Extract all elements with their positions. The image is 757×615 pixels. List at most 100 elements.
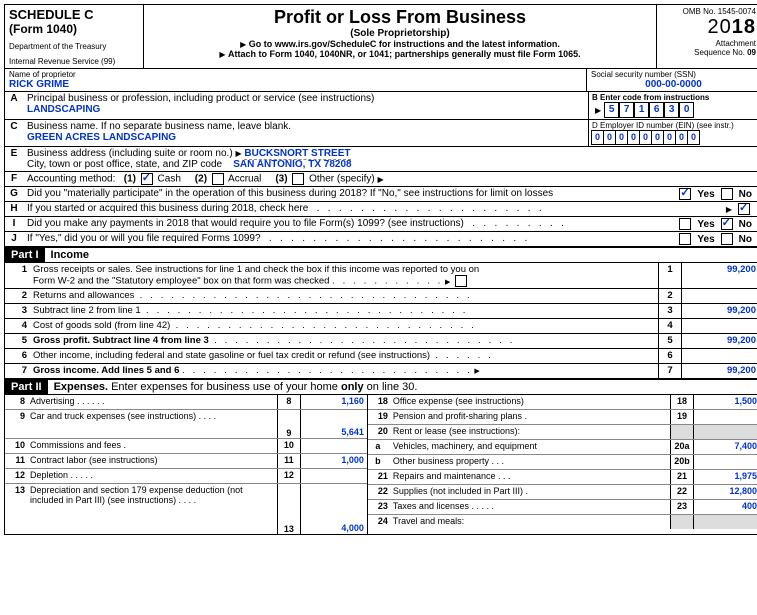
line-A-label: Principal business or profession, includ… <box>27 93 374 104</box>
part1-header: Part I Income <box>4 247 757 263</box>
header-right: OMB No. 1545-0074 2018 Attachment Sequen… <box>657 5 757 68</box>
exp-line-20a: a Vehicles, machinery, and equipment 20a… <box>368 440 757 455</box>
exp-22-amount: 12,800 <box>694 485 757 499</box>
checkbox-other[interactable] <box>292 173 304 185</box>
checkbox-I-no[interactable] <box>721 218 733 230</box>
line-G-label: Did you "materially participate" in the … <box>27 188 553 200</box>
checkbox-line1[interactable] <box>455 275 467 287</box>
line-4: 4 Cost of goods sold (from line 42) . . … <box>4 319 757 334</box>
letter-E: E <box>5 147 23 171</box>
exp-line-18: 18 Office expense (see instructions) 18 … <box>368 395 757 410</box>
line-1-amount: 99,200 <box>682 263 757 288</box>
goto-line1: Go to www.irs.gov/ScheduleC for instruct… <box>146 39 654 49</box>
form-label: (Form 1040) <box>9 22 139 36</box>
sequence-number: Sequence No. 09 <box>661 48 756 57</box>
exp-line-21: 21 Repairs and maintenance . . . 21 1,97… <box>368 470 757 485</box>
code-digit: 0 <box>679 102 694 118</box>
letter-I: I <box>5 217 23 231</box>
exp-20b-amount <box>694 455 757 469</box>
exp-18-amount: 1,500 <box>694 395 757 409</box>
line-C: C Business name. If no separate business… <box>4 120 757 147</box>
line-J-label: If "Yes," did you or will you file requi… <box>27 233 261 244</box>
letter-F: F <box>5 172 23 186</box>
line-A-value: LANDSCAPING <box>27 104 100 115</box>
exp-9-amount: 5,641 <box>301 410 367 438</box>
expenses-left: 8 Advertising . . . . . . 8 1,160 9 Car … <box>5 395 367 534</box>
line-E-label1: Business address (including suite or roo… <box>27 148 233 159</box>
line-3: 3 Subtract line 2 from line 1 . . . . . … <box>4 304 757 319</box>
code-digit: 3 <box>664 102 679 118</box>
line-7: 7 Gross income. Add lines 5 and 6 . . . … <box>4 364 757 379</box>
exp-line-19: 19 Pension and profit-sharing plans . 19 <box>368 410 757 425</box>
line-I: I Did you make any payments in 2018 that… <box>4 217 757 232</box>
exp-11-amount: 1,000 <box>301 454 367 468</box>
name-label: Name of proprietor <box>9 70 582 79</box>
part1-bar: Part I <box>5 248 45 262</box>
line-1-num: 1 <box>5 263 31 288</box>
line-5: 5 Gross profit. Subtract line 4 from lin… <box>4 334 757 349</box>
header-left: SCHEDULE C (Form 1040) Department of the… <box>5 5 144 68</box>
exp-20a-amount: 7,400 <box>694 440 757 454</box>
ssn-value: 000-00-0000 <box>591 79 756 90</box>
line-A: A Principal business or profession, incl… <box>4 92 757 120</box>
checkbox-H[interactable] <box>738 203 750 215</box>
part2-header: Part II Expenses. Enter expenses for bus… <box>4 379 757 395</box>
line-4-amount <box>682 319 757 333</box>
exp-10-amount <box>301 439 367 453</box>
line-F-label: Accounting method: <box>27 174 115 185</box>
goto-line2: Attach to Form 1040, 1040NR, or 1041; pa… <box>146 49 654 59</box>
schedule-label: SCHEDULE C <box>9 7 139 22</box>
line-B-label: B Enter code from instructions <box>592 93 757 102</box>
code-digit: 5 <box>604 102 619 118</box>
checkbox-cash[interactable] <box>141 173 153 185</box>
line-C-content: Business name. If no separate business n… <box>23 120 588 146</box>
checkbox-J-no[interactable] <box>721 233 733 245</box>
ssn-label: Social security number (SSN) <box>591 70 756 79</box>
line-C-label: Business name. If no separate business n… <box>27 121 291 132</box>
line-1-desc: Gross receipts or sales. See instruction… <box>31 263 658 288</box>
line-7-amount: 99,200 <box>682 364 757 378</box>
omb-number: OMB No. 1545-0074 <box>661 7 756 16</box>
checkbox-G-no[interactable] <box>721 188 733 200</box>
line-2-amount <box>682 289 757 303</box>
line-1: 1 Gross receipts or sales. See instructi… <box>4 263 757 289</box>
checkbox-G-yes[interactable] <box>679 188 691 200</box>
proprietor-name: RICK GRIME <box>9 79 582 90</box>
line-G: G Did you "materially participate" in th… <box>4 187 757 202</box>
triangle-icon <box>472 365 479 376</box>
line-J: J If "Yes," did you or will you file req… <box>4 232 757 247</box>
exp-13-amount: 4,000 <box>301 484 367 534</box>
line-I-label: Did you make any payments in 2018 that w… <box>27 218 464 229</box>
line-I-content: Did you make any payments in 2018 that w… <box>23 217 757 231</box>
name-ssn-row: Name of proprietor RICK GRIME Social sec… <box>4 68 757 92</box>
checkbox-I-yes[interactable] <box>679 218 691 230</box>
line-A-content: Principal business or profession, includ… <box>23 92 588 119</box>
exp-line-10: 10 Commissions and fees . 10 <box>5 439 367 454</box>
line-H: H If you started or acquired this busine… <box>4 202 757 217</box>
line-F: F Accounting method: (1) Cash (2) Accrua… <box>4 172 757 187</box>
exp-line-24: 24 Travel and meals: <box>368 515 757 529</box>
expenses-right: 18 Office expense (see instructions) 18 … <box>367 395 757 534</box>
triangle-icon <box>726 204 732 215</box>
line-D-block: D Employer ID number (EIN) (see instr.) … <box>588 120 757 146</box>
letter-H: H <box>5 202 23 216</box>
triangle-icon <box>377 174 383 185</box>
line-E: E Business address (including suite or r… <box>4 147 757 172</box>
exp-12-amount <box>301 469 367 483</box>
line-B-block: B Enter code from instructions 5 7 1 6 3… <box>588 92 757 119</box>
checkbox-accrual[interactable] <box>212 173 224 185</box>
checkbox-J-yes[interactable] <box>679 233 691 245</box>
part2-bar: Part II <box>5 380 48 394</box>
line-F-content: Accounting method: (1) Cash (2) Accrual … <box>23 172 757 186</box>
line-B-code: 5 7 1 6 3 0 <box>592 102 757 118</box>
exp-line-13: 13 Depreciation and section 179 expense … <box>5 484 367 534</box>
form-header: SCHEDULE C (Form 1040) Department of the… <box>4 4 757 68</box>
exp-line-11: 11 Contract labor (see instructions) 11 … <box>5 454 367 469</box>
code-digit: 1 <box>634 102 649 118</box>
dept-line2: Internal Revenue Service (99) <box>9 57 139 66</box>
tax-year: 2018 <box>661 16 756 39</box>
line-E-content: Business address (including suite or roo… <box>23 147 757 171</box>
line-H-content: If you started or acquired this business… <box>23 202 757 216</box>
exp-19-amount <box>694 410 757 424</box>
line-5-amount: 99,200 <box>682 334 757 348</box>
